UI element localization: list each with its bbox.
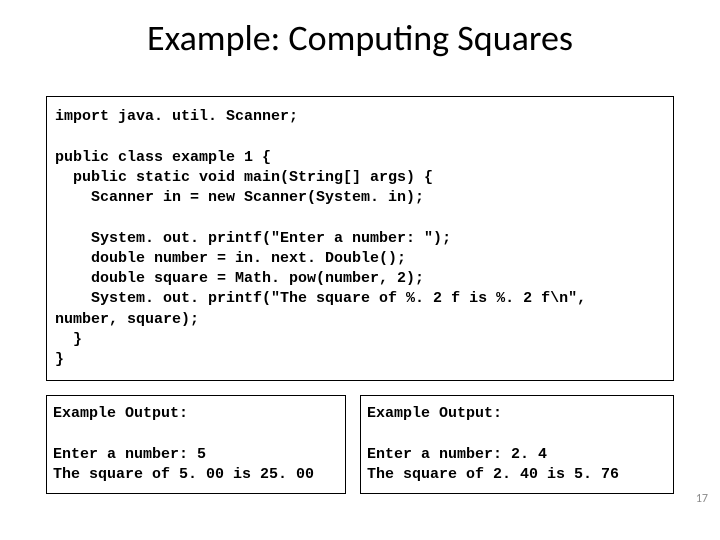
slide-title: Example: Computing Squares	[0, 0, 720, 60]
output-heading-right: Example Output:	[367, 405, 502, 422]
page-number: 17	[696, 492, 708, 506]
output-row: Example Output: Enter a number: 5 The sq…	[46, 395, 674, 494]
output-heading-left: Example Output:	[53, 405, 188, 422]
code-block: import java. util. Scanner; public class…	[46, 96, 674, 381]
output-box-left: Example Output: Enter a number: 5 The sq…	[46, 395, 346, 494]
output-body-right: Enter a number: 2. 4 The square of 2. 40…	[367, 446, 619, 483]
output-box-right: Example Output: Enter a number: 2. 4 The…	[360, 395, 674, 494]
output-body-left: Enter a number: 5 The square of 5. 00 is…	[53, 446, 314, 483]
